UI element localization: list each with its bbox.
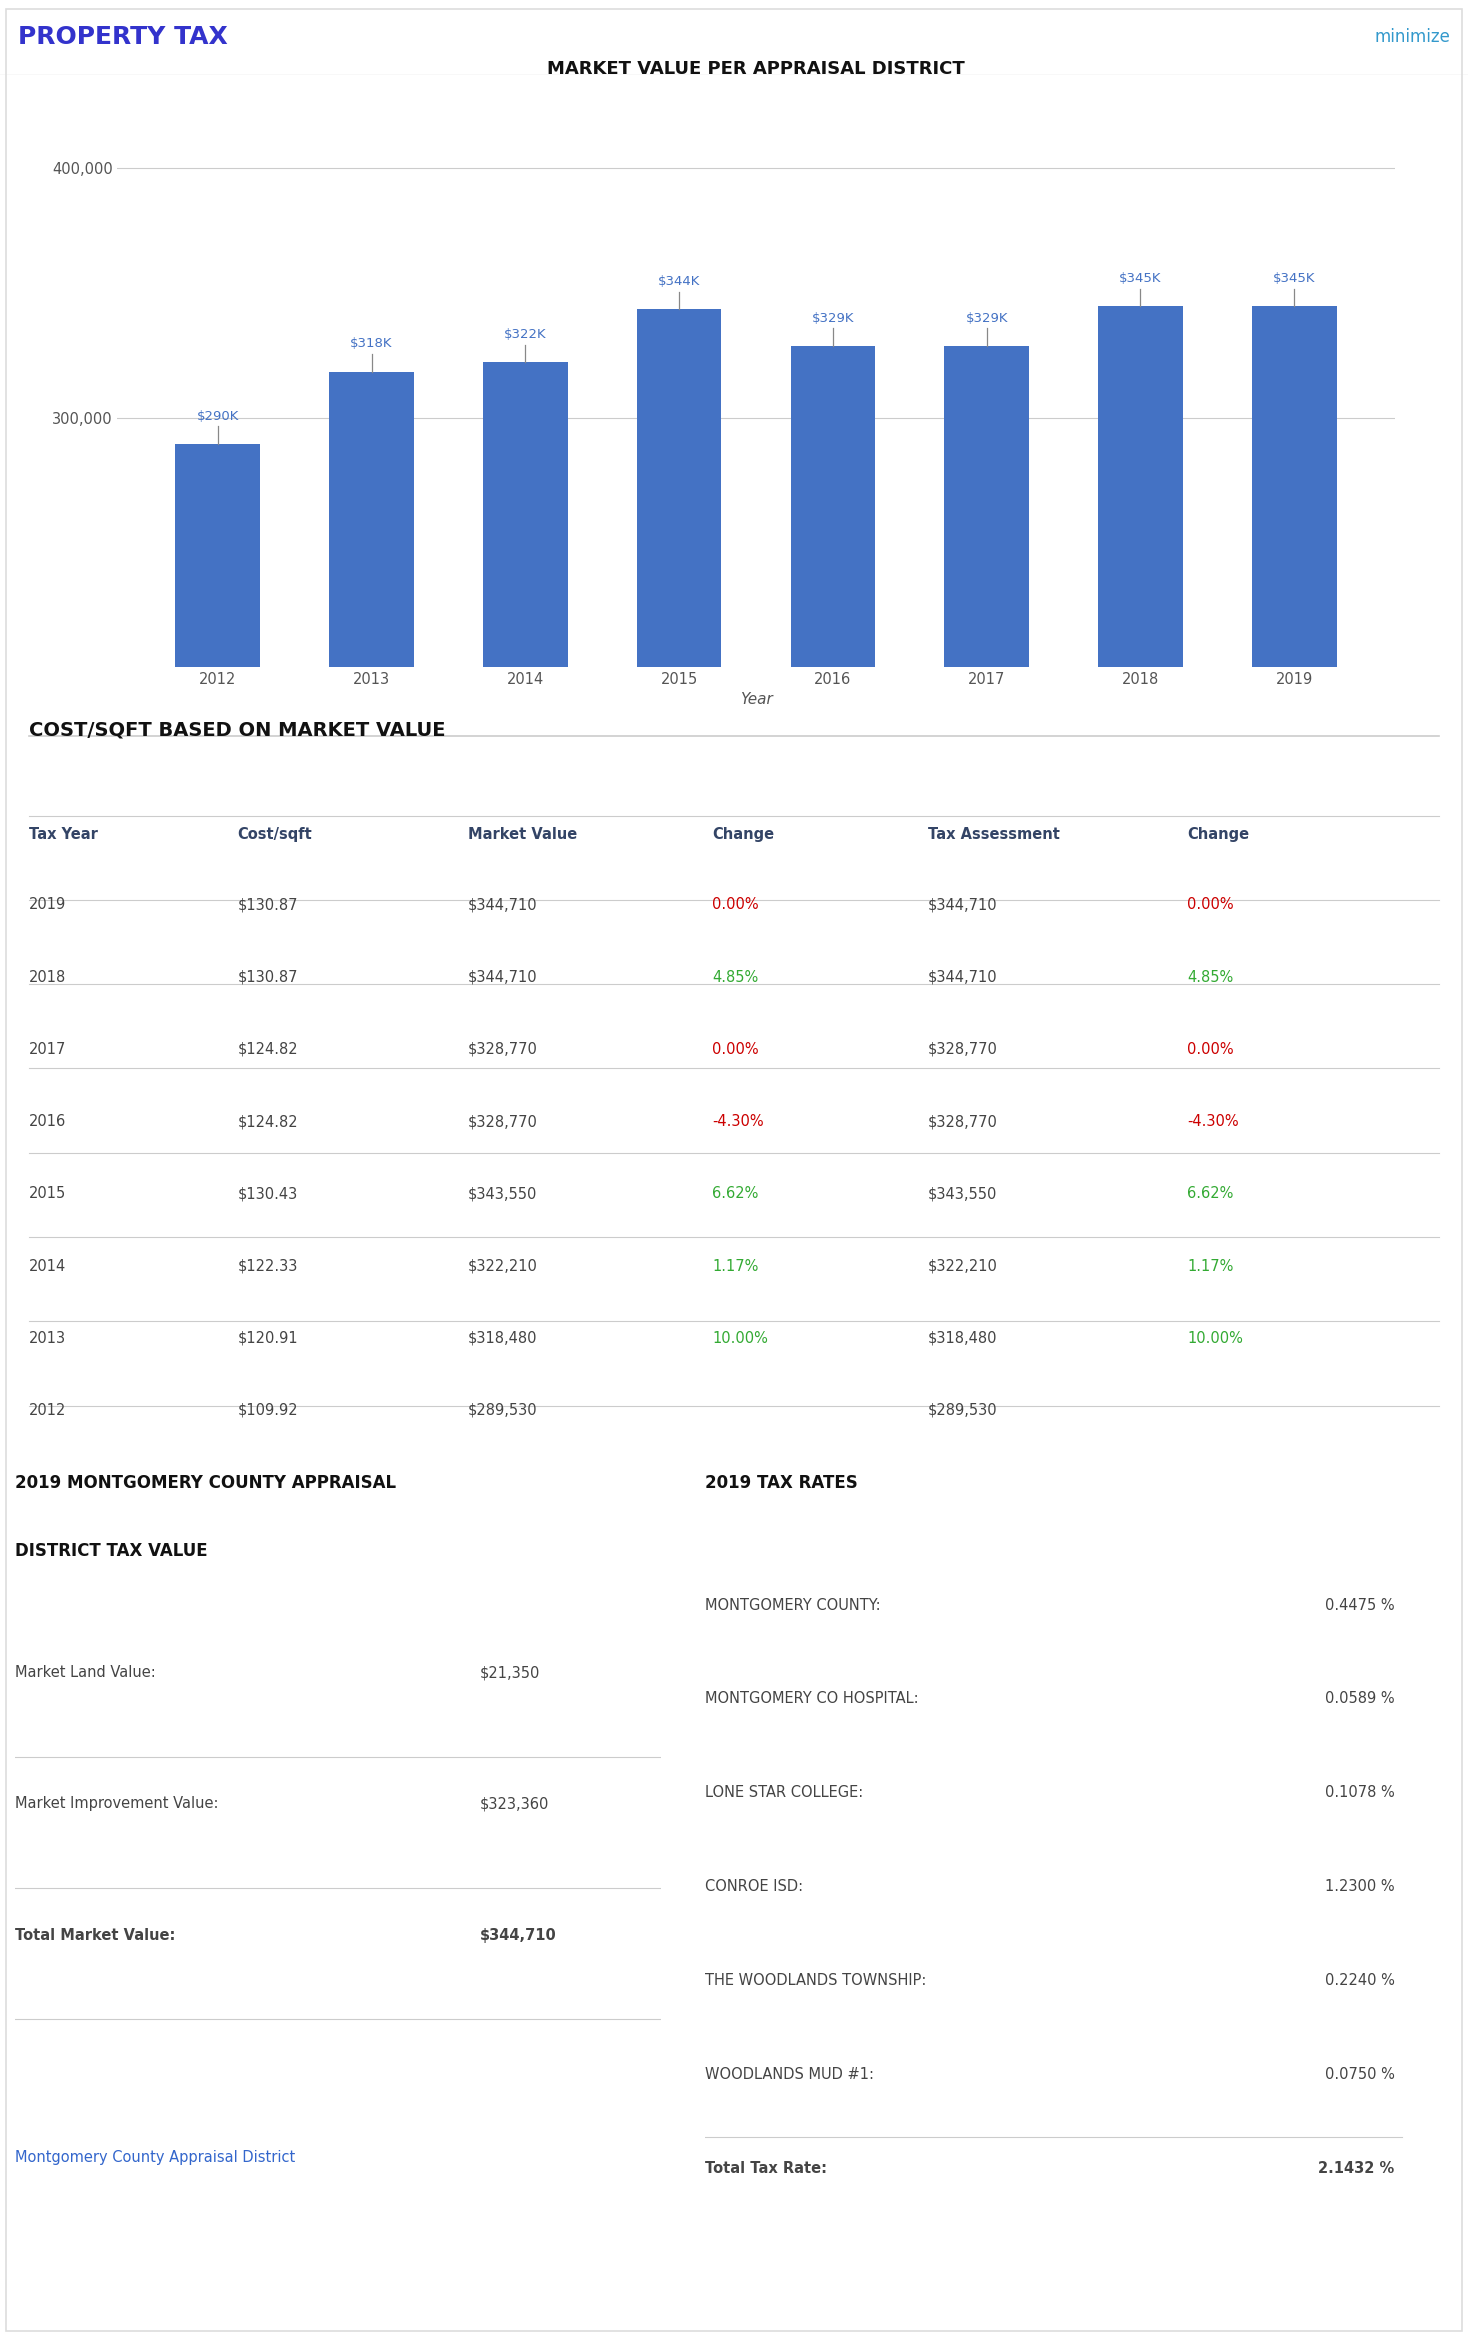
Text: $328,770: $328,770 [468, 1114, 537, 1128]
Text: THE WOODLANDS TOWNSHIP:: THE WOODLANDS TOWNSHIP: [705, 1973, 926, 1989]
Text: 0.4475 %: 0.4475 % [1326, 1598, 1395, 1612]
Bar [791, 346, 875, 1165]
Text: 4.85%: 4.85% [1188, 969, 1233, 985]
Text: $289,530: $289,530 [928, 1404, 998, 1418]
Text: $130.43: $130.43 [238, 1186, 298, 1200]
Text: Change: Change [1188, 828, 1249, 842]
Text: minimize: minimize [1374, 28, 1450, 47]
Text: 0.00%: 0.00% [712, 896, 759, 913]
Text: 2017: 2017 [29, 1041, 66, 1058]
Text: Market Value: Market Value [468, 828, 577, 842]
Bar [176, 445, 260, 1165]
Text: $122.33: $122.33 [238, 1259, 298, 1273]
Bar [944, 346, 1029, 1165]
Text: $318,480: $318,480 [928, 1331, 998, 1345]
Text: 2012: 2012 [29, 1404, 66, 1418]
Text: 0.2240 %: 0.2240 % [1324, 1973, 1395, 1989]
Text: $344,710: $344,710 [480, 1928, 556, 1942]
Text: 0.0750 %: 0.0750 % [1324, 2066, 1395, 2083]
Text: $344,710: $344,710 [928, 969, 998, 985]
Text: $120.91: $120.91 [238, 1331, 298, 1345]
Text: $322,210: $322,210 [928, 1259, 998, 1273]
Text: Total Market Value:: Total Market Value: [15, 1928, 175, 1942]
Text: $329K: $329K [812, 311, 854, 325]
Text: $344,710: $344,710 [468, 896, 537, 913]
Text: 1.17%: 1.17% [712, 1259, 759, 1273]
Text: -4.30%: -4.30% [712, 1114, 763, 1128]
Text: 2.1432 %: 2.1432 % [1318, 2160, 1395, 2176]
Text: $124.82: $124.82 [238, 1114, 298, 1128]
Text: $343,550: $343,550 [928, 1186, 998, 1200]
Text: $290K: $290K [197, 410, 239, 424]
Text: $328,770: $328,770 [928, 1041, 998, 1058]
Text: Tax Assessment: Tax Assessment [928, 828, 1060, 842]
Text: $109.92: $109.92 [238, 1404, 298, 1418]
Text: WOODLANDS MUD #1:: WOODLANDS MUD #1: [705, 2066, 873, 2083]
Text: $344,710: $344,710 [928, 896, 998, 913]
Text: $345K: $345K [1119, 271, 1161, 285]
Text: $345K: $345K [1273, 271, 1315, 285]
Text: $344,710: $344,710 [468, 969, 537, 985]
Text: 4.85%: 4.85% [712, 969, 759, 985]
Text: LONE STAR COLLEGE:: LONE STAR COLLEGE: [705, 1785, 863, 1799]
Text: Cost/sqft: Cost/sqft [238, 828, 313, 842]
Text: $289,530: $289,530 [468, 1404, 537, 1418]
Bar [637, 309, 721, 1165]
X-axis label: Year: Year [740, 693, 772, 707]
Text: 6.62%: 6.62% [1188, 1186, 1233, 1200]
Text: 0.00%: 0.00% [712, 1041, 759, 1058]
Text: 2019 TAX RATES: 2019 TAX RATES [705, 1474, 857, 1493]
Text: $322K: $322K [504, 328, 546, 342]
Text: -4.30%: -4.30% [1188, 1114, 1239, 1128]
Text: $21,350: $21,350 [480, 1666, 540, 1680]
Bar [483, 363, 568, 1165]
Bar [1098, 307, 1183, 1165]
Text: CONROE ISD:: CONROE ISD: [705, 1879, 803, 1893]
Text: MONTGOMERY COUNTY:: MONTGOMERY COUNTY: [705, 1598, 881, 1612]
Text: 0.00%: 0.00% [1188, 896, 1233, 913]
Text: Total Tax Rate:: Total Tax Rate: [705, 2160, 826, 2176]
Text: 2013: 2013 [29, 1331, 66, 1345]
Text: 2014: 2014 [29, 1259, 66, 1273]
Text: 10.00%: 10.00% [712, 1331, 768, 1345]
Text: 6.62%: 6.62% [712, 1186, 759, 1200]
Text: 0.1078 %: 0.1078 % [1324, 1785, 1395, 1799]
Text: Market Improvement Value:: Market Improvement Value: [15, 1797, 219, 1811]
Text: DISTRICT TAX VALUE: DISTRICT TAX VALUE [15, 1542, 207, 1561]
Bar [329, 372, 414, 1165]
Text: Tax Year: Tax Year [29, 828, 98, 842]
Text: PROPERTY TAX: PROPERTY TAX [18, 26, 228, 49]
Text: 10.00%: 10.00% [1188, 1331, 1243, 1345]
Bar [1252, 307, 1336, 1165]
Text: $343,550: $343,550 [468, 1186, 537, 1200]
Text: 2019: 2019 [29, 896, 66, 913]
Text: COST/SQFT BASED ON MARKET VALUE: COST/SQFT BASED ON MARKET VALUE [29, 721, 446, 739]
Text: 2015: 2015 [29, 1186, 66, 1200]
Text: $318K: $318K [351, 337, 393, 351]
Text: $344K: $344K [658, 274, 700, 288]
Text: 2019 MONTGOMERY COUNTY APPRAISAL: 2019 MONTGOMERY COUNTY APPRAISAL [15, 1474, 396, 1493]
Text: 1.2300 %: 1.2300 % [1326, 1879, 1395, 1893]
Title: MARKET VALUE PER APPRAISAL DISTRICT: MARKET VALUE PER APPRAISAL DISTRICT [548, 61, 964, 77]
Text: $130.87: $130.87 [238, 896, 298, 913]
Text: Change: Change [712, 828, 775, 842]
Text: 2018: 2018 [29, 969, 66, 985]
Text: 2016: 2016 [29, 1114, 66, 1128]
Text: 1.17%: 1.17% [1188, 1259, 1233, 1273]
Text: $323,360: $323,360 [480, 1797, 549, 1811]
Text: $318,480: $318,480 [468, 1331, 537, 1345]
Text: $130.87: $130.87 [238, 969, 298, 985]
Text: Montgomery County Appraisal District: Montgomery County Appraisal District [15, 2150, 295, 2164]
Text: $328,770: $328,770 [928, 1114, 998, 1128]
Text: $328,770: $328,770 [468, 1041, 537, 1058]
Text: Market Land Value:: Market Land Value: [15, 1666, 156, 1680]
Text: 0.0589 %: 0.0589 % [1326, 1692, 1395, 1706]
Text: $124.82: $124.82 [238, 1041, 298, 1058]
Text: $329K: $329K [966, 311, 1009, 325]
Text: MONTGOMERY CO HOSPITAL:: MONTGOMERY CO HOSPITAL: [705, 1692, 919, 1706]
Text: 0.00%: 0.00% [1188, 1041, 1233, 1058]
Text: $322,210: $322,210 [468, 1259, 537, 1273]
